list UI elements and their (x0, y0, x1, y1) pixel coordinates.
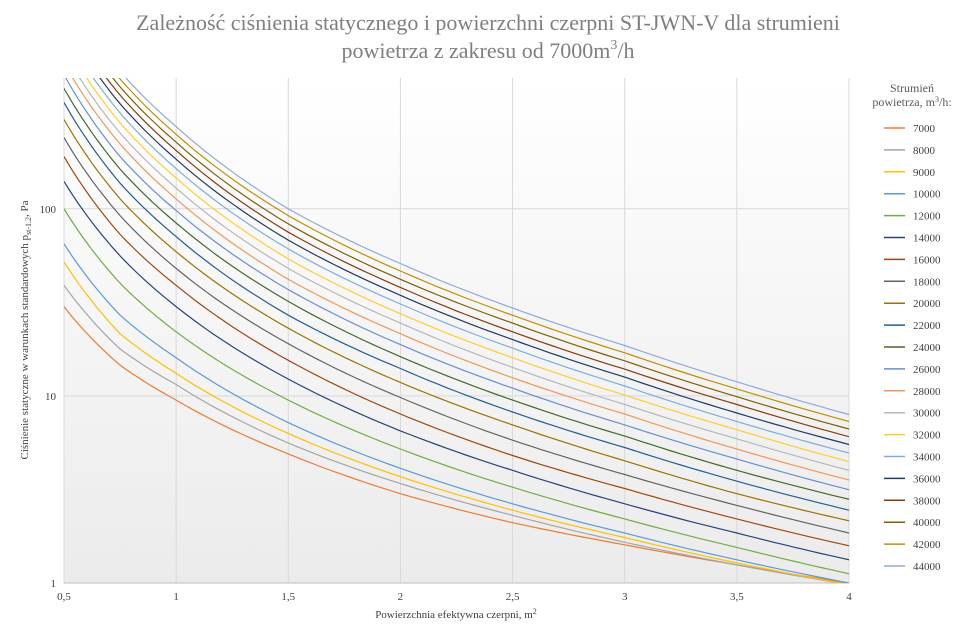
x-tick-label: 1 (173, 591, 179, 603)
series-line-32000 (85, 78, 849, 463)
y-axis-title: Ciśnienie statyczne w warunkach standard… (19, 200, 33, 459)
legend-label-7000: 7000 (913, 123, 936, 135)
series-line-16000 (64, 156, 849, 547)
legend-label-32000: 32000 (913, 430, 941, 442)
y-tick-label: 1 (51, 578, 57, 590)
legend-label-42000: 42000 (913, 539, 941, 551)
y-tick-label: 10 (45, 391, 57, 403)
series-line-18000 (64, 137, 849, 534)
series-line-40000 (112, 78, 849, 430)
legend-label-16000: 16000 (913, 254, 941, 266)
legend-label-10000: 10000 (913, 189, 941, 201)
legend-label-28000: 28000 (913, 386, 941, 398)
x-axis-title: Powierzchnia efektywna czerpni, m2 (375, 607, 537, 621)
chart-title-line1: Zależność ciśnienia statycznego i powier… (136, 10, 840, 35)
series-line-12000 (64, 208, 849, 575)
legend-label-20000: 20000 (913, 298, 941, 310)
x-tick-label: 4 (846, 591, 852, 603)
series-line-26000 (65, 78, 849, 491)
legend-label-44000: 44000 (913, 561, 941, 573)
series-line-7000 (64, 306, 849, 583)
series-line-28000 (71, 78, 849, 481)
y-tick-label: 100 (40, 204, 57, 216)
series-line-9000 (64, 261, 844, 583)
legend-label-12000: 12000 (913, 211, 941, 223)
legend-title-line1: Strumień (890, 81, 934, 95)
legend-label-8000: 8000 (913, 145, 936, 157)
series-line-34000 (92, 78, 849, 454)
legend-title-line2: powietrza, m3/h: (872, 95, 951, 109)
series-line-42000 (118, 78, 849, 423)
series-line-36000 (99, 78, 849, 446)
legend: 7000 8000 9000 10000 12000 14000 16000 18000 200… (884, 123, 941, 573)
x-tick-label: 0,5 (57, 591, 71, 603)
legend-label-40000: 40000 (913, 517, 941, 529)
legend-label-34000: 34000 (913, 452, 941, 464)
series-line-20000 (64, 119, 849, 522)
series-line-14000 (64, 181, 849, 561)
gridlines (63, 78, 850, 584)
series-line-24000 (64, 88, 849, 500)
series-line-44000 (125, 78, 849, 416)
chart-title-line2: powietrza z zakresu od 7000m3/h (342, 38, 635, 63)
x-tick-label: 2 (398, 591, 404, 603)
series-line-38000 (105, 78, 849, 438)
legend-label-30000: 30000 (913, 408, 941, 420)
legend-label-26000: 26000 (913, 364, 941, 376)
legend-label-24000: 24000 (913, 342, 941, 354)
legend-label-22000: 22000 (913, 320, 941, 332)
plot-area (64, 78, 849, 583)
series-line-22000 (64, 102, 849, 511)
legend-label-18000: 18000 (913, 276, 941, 288)
x-tick-label: 3,5 (730, 591, 744, 603)
series-lines (64, 78, 849, 583)
legend-label-36000: 36000 (913, 473, 941, 485)
series-line-10000 (64, 243, 849, 583)
x-tick-labels: 0,5 1 1,5 2 2,5 3 3,5 4 (57, 591, 852, 603)
legend-label-9000: 9000 (913, 167, 936, 179)
y-tick-labels: 1 10 100 (40, 204, 57, 590)
legend-label-14000: 14000 (913, 233, 941, 245)
series-line-30000 (78, 78, 849, 471)
series-line-8000 (64, 284, 843, 583)
x-tick-label: 1,5 (281, 591, 295, 603)
x-tick-label: 3 (622, 591, 628, 603)
x-tick-label: 2,5 (506, 591, 520, 603)
legend-label-38000: 38000 (913, 495, 941, 507)
